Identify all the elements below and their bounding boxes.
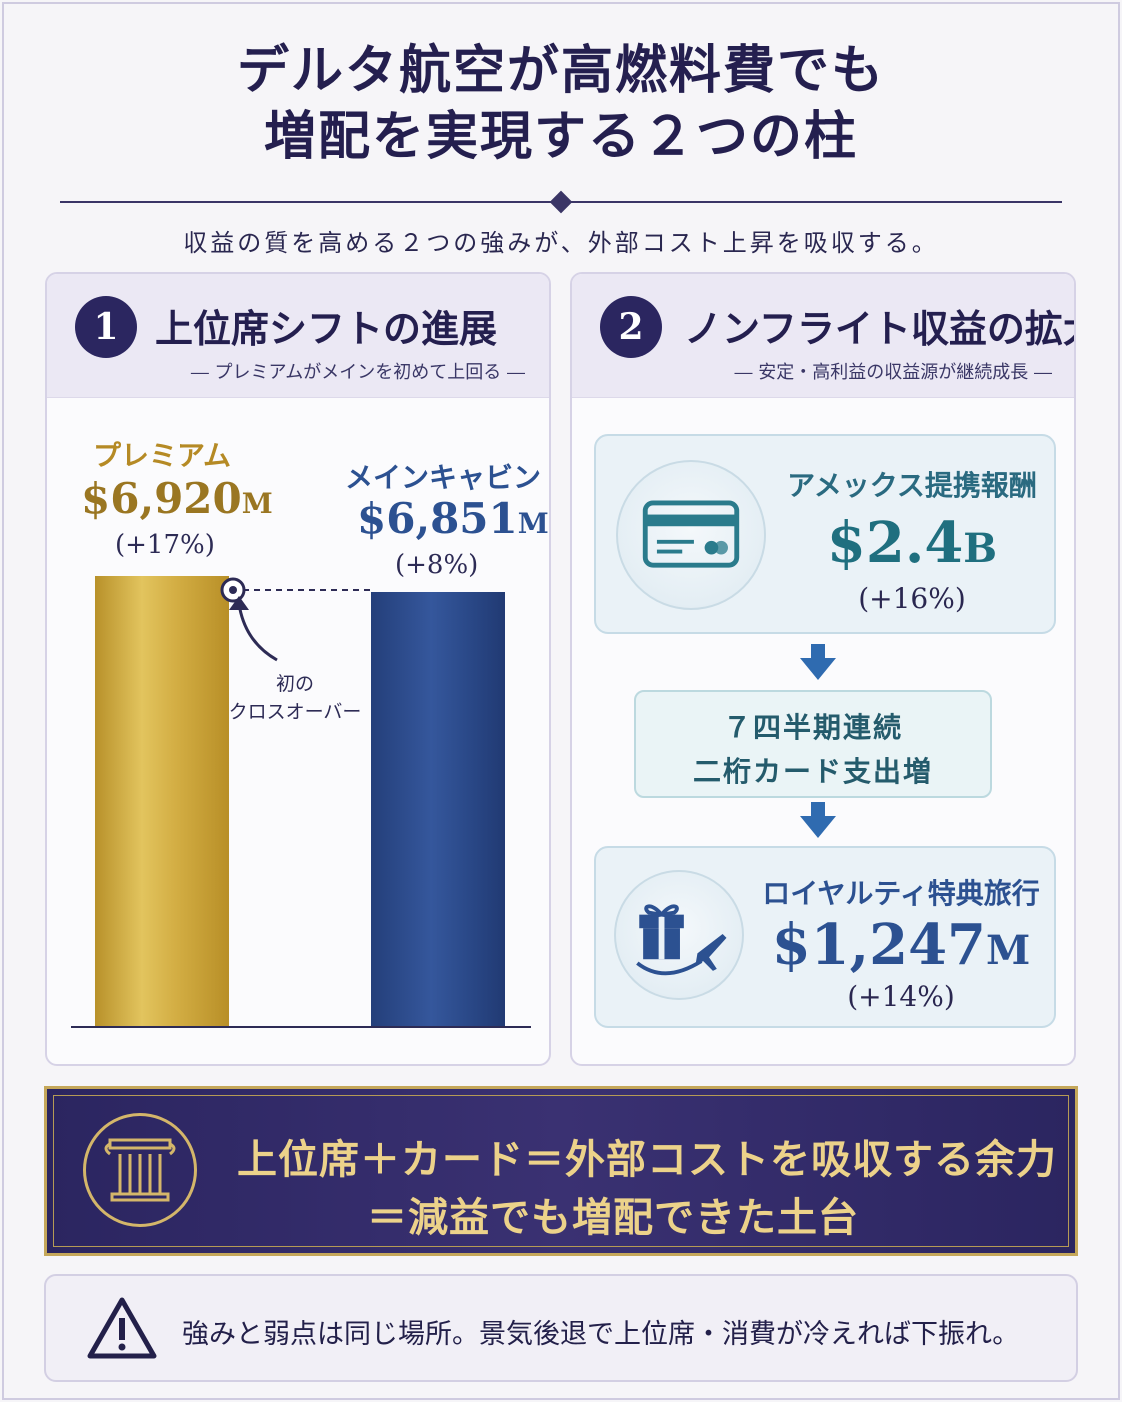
amex-label: アメックス提携報酬 bbox=[787, 469, 1037, 502]
banner-line1: 上位席＋カード＝外部コストを吸収する余力 bbox=[237, 1136, 1057, 1183]
pillar1-header: 1 上位席シフトの進展 ― プレミアムがメインを初めて上回る ― bbox=[47, 274, 549, 398]
banner-inner-border bbox=[53, 1095, 1069, 1247]
premium-bar bbox=[95, 576, 229, 1026]
credit-card-icon bbox=[642, 500, 740, 568]
loyalty-value: $1,247M bbox=[756, 912, 1046, 978]
main-cabin-value: $6,851M bbox=[357, 494, 549, 543]
amex-icon-circle bbox=[616, 460, 766, 610]
loyalty-box: ロイヤルティ特典旅行 $1,247M (+14%) bbox=[594, 846, 1056, 1028]
page-title-line1: デルタ航空が高燃料費でも bbox=[236, 40, 885, 101]
amex-value-number: $2.4 bbox=[826, 510, 964, 576]
amex-value: $2.4B bbox=[782, 510, 1042, 576]
crossover-note: 初の クロスオーバー bbox=[215, 670, 375, 726]
warning-box: 強みと弱点は同じ場所。景気後退で上位席・消費が冷えれば下振れ。 bbox=[44, 1274, 1078, 1382]
loyalty-value-unit: M bbox=[986, 927, 1031, 974]
pillar-icon bbox=[104, 1138, 176, 1202]
gift-plane-icon bbox=[636, 904, 727, 976]
amex-value-unit: B bbox=[963, 525, 998, 572]
pillar1-title: 上位席シフトの進展 bbox=[155, 306, 498, 351]
main-cabin-value-unit: M bbox=[517, 507, 549, 540]
pillar2-subtitle: ― 安定・高利益の収益源が継続成長 ― bbox=[734, 362, 1052, 383]
premium-value-unit: M bbox=[241, 487, 273, 520]
banner-line2: ＝減益でも増配できた土台 bbox=[367, 1194, 859, 1241]
pillar2-panel: 2 ノンフライト収益の拡大 ― 安定・高利益の収益源が継続成長 ― アメックス提… bbox=[570, 272, 1076, 1066]
premium-label: プレミアム bbox=[93, 439, 232, 472]
main-cabin-label: メインキャビン bbox=[345, 461, 542, 494]
warning-icon bbox=[87, 1297, 157, 1359]
crossover-note-line2: クロスオーバー bbox=[228, 701, 362, 723]
page-title-line2: 増配を実現する２つの柱 bbox=[263, 106, 858, 167]
pillar1-panel: 1 上位席シフトの進展 ― プレミアムがメインを初めて上回る ― プレミアム $… bbox=[45, 272, 551, 1066]
main-cabin-growth: (+8%) bbox=[395, 550, 479, 580]
pillar2-number-badge: 2 bbox=[600, 296, 662, 358]
pillar2-title: ノンフライト収益の拡大 bbox=[684, 306, 1076, 351]
pillar-icon-circle bbox=[83, 1113, 197, 1227]
main-cabin-bar bbox=[371, 591, 505, 1026]
down-arrow-icon bbox=[800, 644, 836, 680]
down-arrow-icon bbox=[800, 802, 836, 838]
chart-baseline bbox=[71, 1026, 531, 1028]
card-spend-line2: 二桁カード支出増 bbox=[692, 755, 933, 788]
main-cabin-value-number: $6,851 bbox=[357, 494, 518, 543]
pillar1-subtitle: ― プレミアムがメインを初めて上回る ― bbox=[190, 362, 525, 383]
amex-box: アメックス提携報酬 $2.4B (+16%) bbox=[594, 434, 1056, 634]
crossover-arrow bbox=[237, 603, 278, 662]
pillar2-header: 2 ノンフライト収益の拡大 ― 安定・高利益の収益源が継続成長 ― bbox=[572, 274, 1074, 398]
loyalty-icon-circle bbox=[614, 870, 744, 1000]
page-title: デルタ航空が高燃料費でも 増配を実現する２つの柱 bbox=[0, 38, 1122, 170]
loyalty-value-number: $1,247 bbox=[771, 912, 987, 978]
card-spend-box: ７四半期連続 二桁カード支出増 bbox=[634, 690, 992, 798]
crossover-annotation bbox=[220, 577, 373, 662]
premium-value: $6,920M bbox=[81, 474, 273, 523]
crossover-note-line1: 初の bbox=[275, 673, 314, 695]
premium-value-number: $6,920 bbox=[81, 474, 242, 523]
amex-growth: (+16%) bbox=[858, 582, 966, 615]
page-subtitle: 収益の質を高める２つの強みが、外部コスト上昇を吸収する。 bbox=[183, 229, 939, 257]
card-spend-line1: ７四半期連続 bbox=[722, 711, 903, 744]
premium-growth: (+17%) bbox=[115, 530, 215, 560]
loyalty-label: ロイヤルティ特典旅行 bbox=[762, 877, 1040, 910]
warning-text: 強みと弱点は同じ場所。景気後退で上位席・消費が冷えれば下振れ。 bbox=[182, 1319, 1020, 1350]
loyalty-growth: (+14%) bbox=[847, 980, 955, 1013]
pillar1-number-badge: 1 bbox=[75, 296, 137, 358]
conclusion-banner: 上位席＋カード＝外部コストを吸収する余力 ＝減益でも増配できた土台 bbox=[44, 1086, 1078, 1256]
